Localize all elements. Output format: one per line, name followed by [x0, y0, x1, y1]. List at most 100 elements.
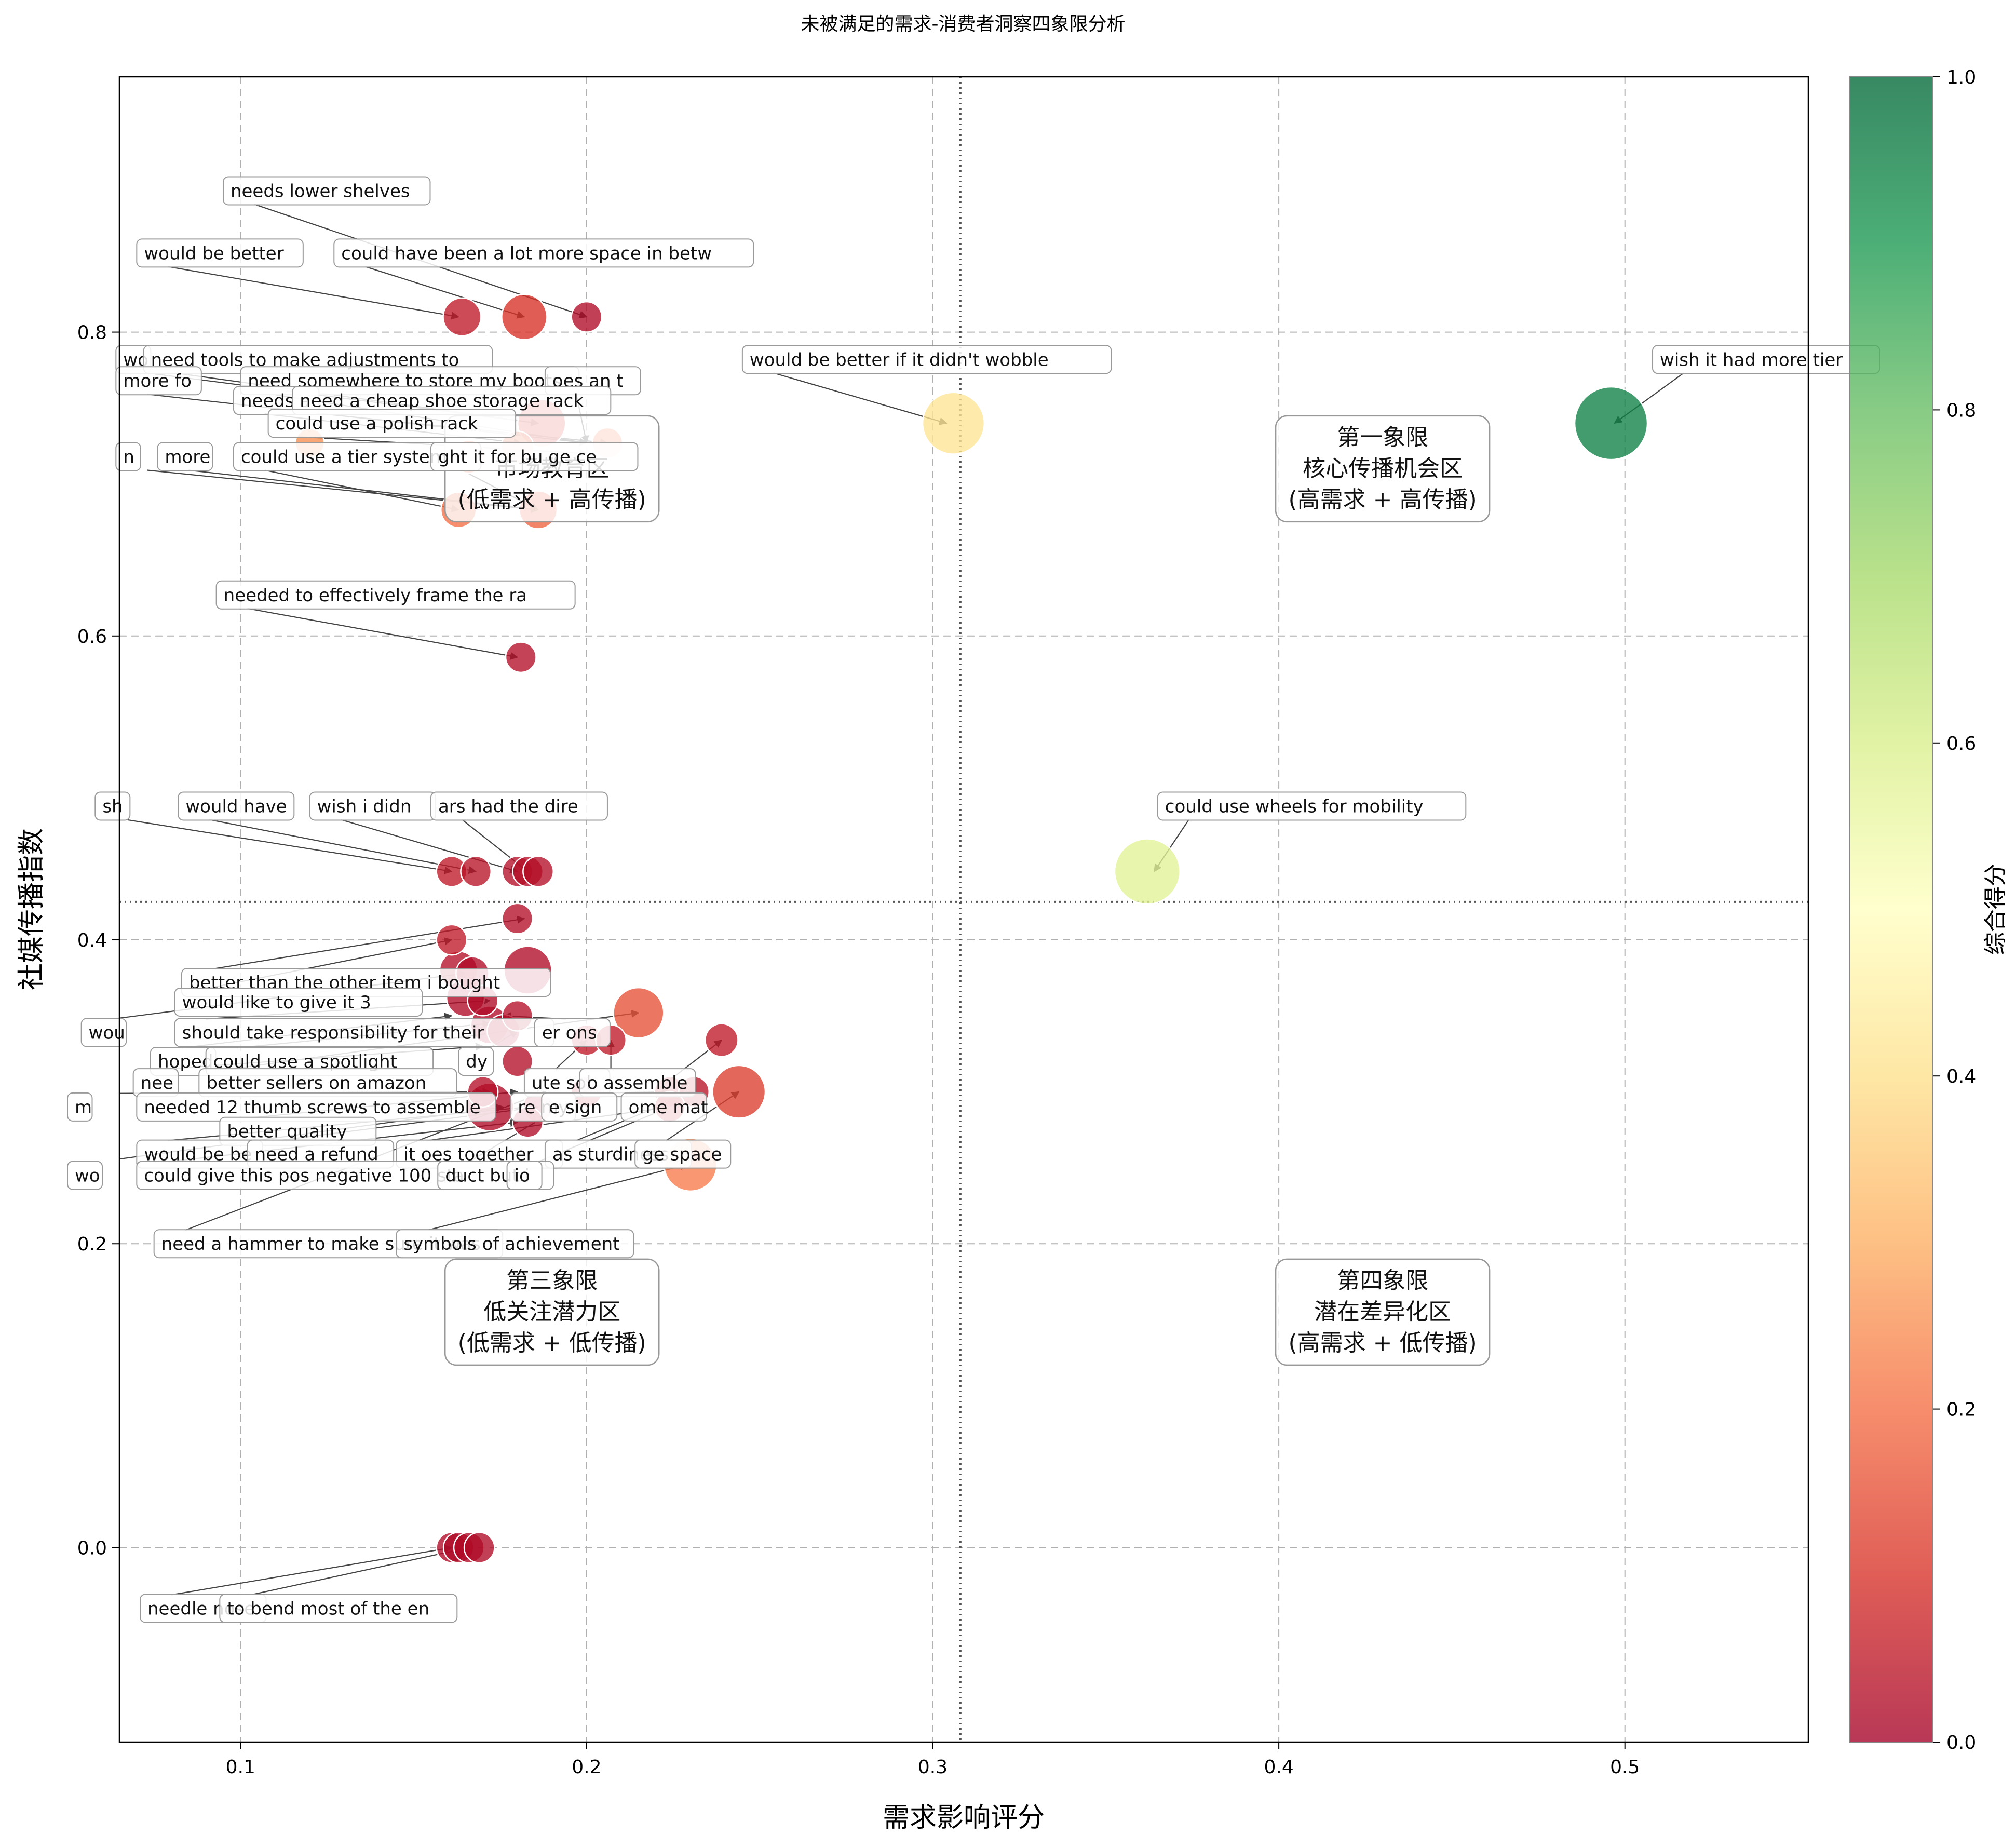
annotation-label: ge space	[634, 1139, 732, 1169]
scatter-point	[571, 301, 603, 333]
annotation-text: wo	[75, 1166, 100, 1186]
annotation-box	[267, 409, 517, 438]
annotation-box	[222, 176, 431, 206]
annotation-text: better sellers on amazon	[206, 1073, 426, 1094]
annotation-arrow	[209, 819, 477, 874]
annotation-text: would like to give it 3	[182, 992, 371, 1013]
annotation-text: ars had the dire	[438, 797, 578, 817]
y-tick-label: 0.0	[77, 1537, 107, 1559]
annotation-text: needed to effectively frame the ra	[224, 585, 527, 606]
annotation-label: could have been a lot more space in betw	[333, 238, 754, 268]
annotation-text: should take responsibility for their	[182, 1023, 484, 1044]
annotation-arrow	[247, 608, 519, 660]
annotation-text: wish it had more tier	[1660, 349, 1843, 370]
scatter-point	[442, 297, 482, 336]
annotation-arrow	[171, 1545, 453, 1596]
annotation-label: m	[67, 1092, 93, 1122]
annotation-label: ars had the dire	[430, 791, 608, 821]
scatter-point	[613, 987, 665, 1039]
colorbar	[1849, 76, 1933, 1743]
scatter-point	[522, 855, 554, 887]
quadrant-box	[444, 1258, 660, 1366]
annotation-label: wo	[67, 1161, 103, 1190]
colorbar-tick-label: 0.2	[1946, 1399, 1976, 1421]
scatter-point	[502, 902, 534, 935]
colorbar-tick-label: 0.6	[1946, 733, 1976, 754]
x-axis-label: 需求影响评分	[883, 1802, 1045, 1833]
scatter-point	[505, 641, 537, 673]
annotation-text: symbols of achievement	[403, 1234, 619, 1255]
annotation-box	[178, 791, 295, 821]
annotation-box	[80, 1018, 127, 1047]
annotation-text: io	[515, 1166, 530, 1186]
annotation-arrow	[251, 1545, 470, 1596]
annotation-box	[430, 791, 608, 821]
y-axis-label: 社媒传播指数	[16, 828, 47, 990]
annotation-box	[215, 580, 576, 610]
annotation-box	[396, 1229, 634, 1259]
scatter-point	[712, 1064, 766, 1119]
annotation-text: more	[165, 447, 210, 468]
quadrant-text: 潜在差异化区	[1314, 1299, 1451, 1325]
x-tick-label: 0.5	[1610, 1757, 1640, 1778]
annotation-arrow	[427, 1163, 688, 1231]
annotation-arrow	[364, 266, 525, 319]
annotation-label: need a cheap shoe storage rack	[292, 386, 612, 415]
colorbar-label: 综合得分	[1982, 864, 2009, 955]
scatter-point	[463, 1532, 495, 1563]
x-tick-label: 0.3	[918, 1757, 948, 1778]
annotation-label: sh	[94, 791, 131, 821]
quadrant-text: (低需求 + 高传播)	[458, 487, 646, 513]
colorbar-tick-label: 0.8	[1946, 400, 1976, 421]
quadrant-text: 第三象限	[506, 1267, 598, 1294]
annotation-labels: would be better could have been a lot mor…	[67, 176, 1880, 1623]
annotation-text: ght it for bu ge ce	[438, 447, 597, 468]
annotation-label: should take responsibility for their	[174, 1018, 554, 1047]
scatter-point	[501, 293, 548, 341]
annotation-text: wish i didn	[317, 797, 412, 817]
annotation-label: better quality	[219, 1116, 377, 1146]
annotation-text: nee	[141, 1073, 173, 1094]
annotation-box	[219, 1594, 458, 1623]
annotation-box	[115, 366, 202, 396]
annotation-label: wish i didn	[309, 791, 437, 821]
annotation-label: would be better if it didn't wobble	[741, 345, 1112, 374]
annotation-box	[634, 1139, 732, 1169]
colorbar-tick-label: 0.0	[1946, 1732, 1976, 1753]
annotation-arrow	[773, 372, 948, 425]
annotation-arrow	[126, 819, 453, 874]
annotation-label: more fo	[115, 366, 202, 396]
annotation-label: to bend most of the en	[219, 1594, 458, 1623]
plot-area	[119, 77, 1808, 1742]
annotation-box	[333, 238, 754, 268]
annotation-label: wish it had more tier	[1652, 345, 1880, 374]
annotation-box	[506, 1161, 543, 1190]
annotation-label: er ons	[534, 1018, 611, 1047]
scatter-point	[436, 924, 468, 956]
annotation-box	[541, 1092, 618, 1122]
annotation-box	[136, 238, 304, 268]
annotation-label: needed 12 thumb screws to assemble	[136, 1092, 496, 1122]
annotation-text: n	[123, 447, 134, 468]
annotation-label: would be better	[136, 238, 304, 268]
y-tick-label: 0.4	[77, 930, 107, 951]
annotation-label: e sign	[541, 1092, 618, 1122]
annotation-label: better sellers on amazon	[198, 1068, 457, 1098]
annotation-label: could use wheels for mobility	[1157, 791, 1467, 821]
annotation-arrow	[168, 266, 459, 320]
x-tick-label: 0.4	[1264, 1757, 1293, 1778]
annotation-box	[741, 345, 1112, 374]
quadrant-text: 第四象限	[1337, 1267, 1428, 1294]
annotation-label: could use a polish rack	[267, 409, 517, 438]
annotation-label: n	[115, 442, 141, 471]
annotation-label: needs lower shelves	[222, 176, 431, 206]
y-tick-label: 0.6	[77, 626, 107, 648]
annotation-text: m	[75, 1097, 92, 1118]
annotation-box	[94, 791, 131, 821]
colorbar-ticks: 0.0 0.2 0.4 0.6 0.8 1.0	[1933, 67, 1976, 1753]
annotation-box	[67, 1161, 103, 1190]
annotation-label: ome mat	[620, 1092, 708, 1122]
annotation-text: could use a polish rack	[276, 413, 478, 434]
